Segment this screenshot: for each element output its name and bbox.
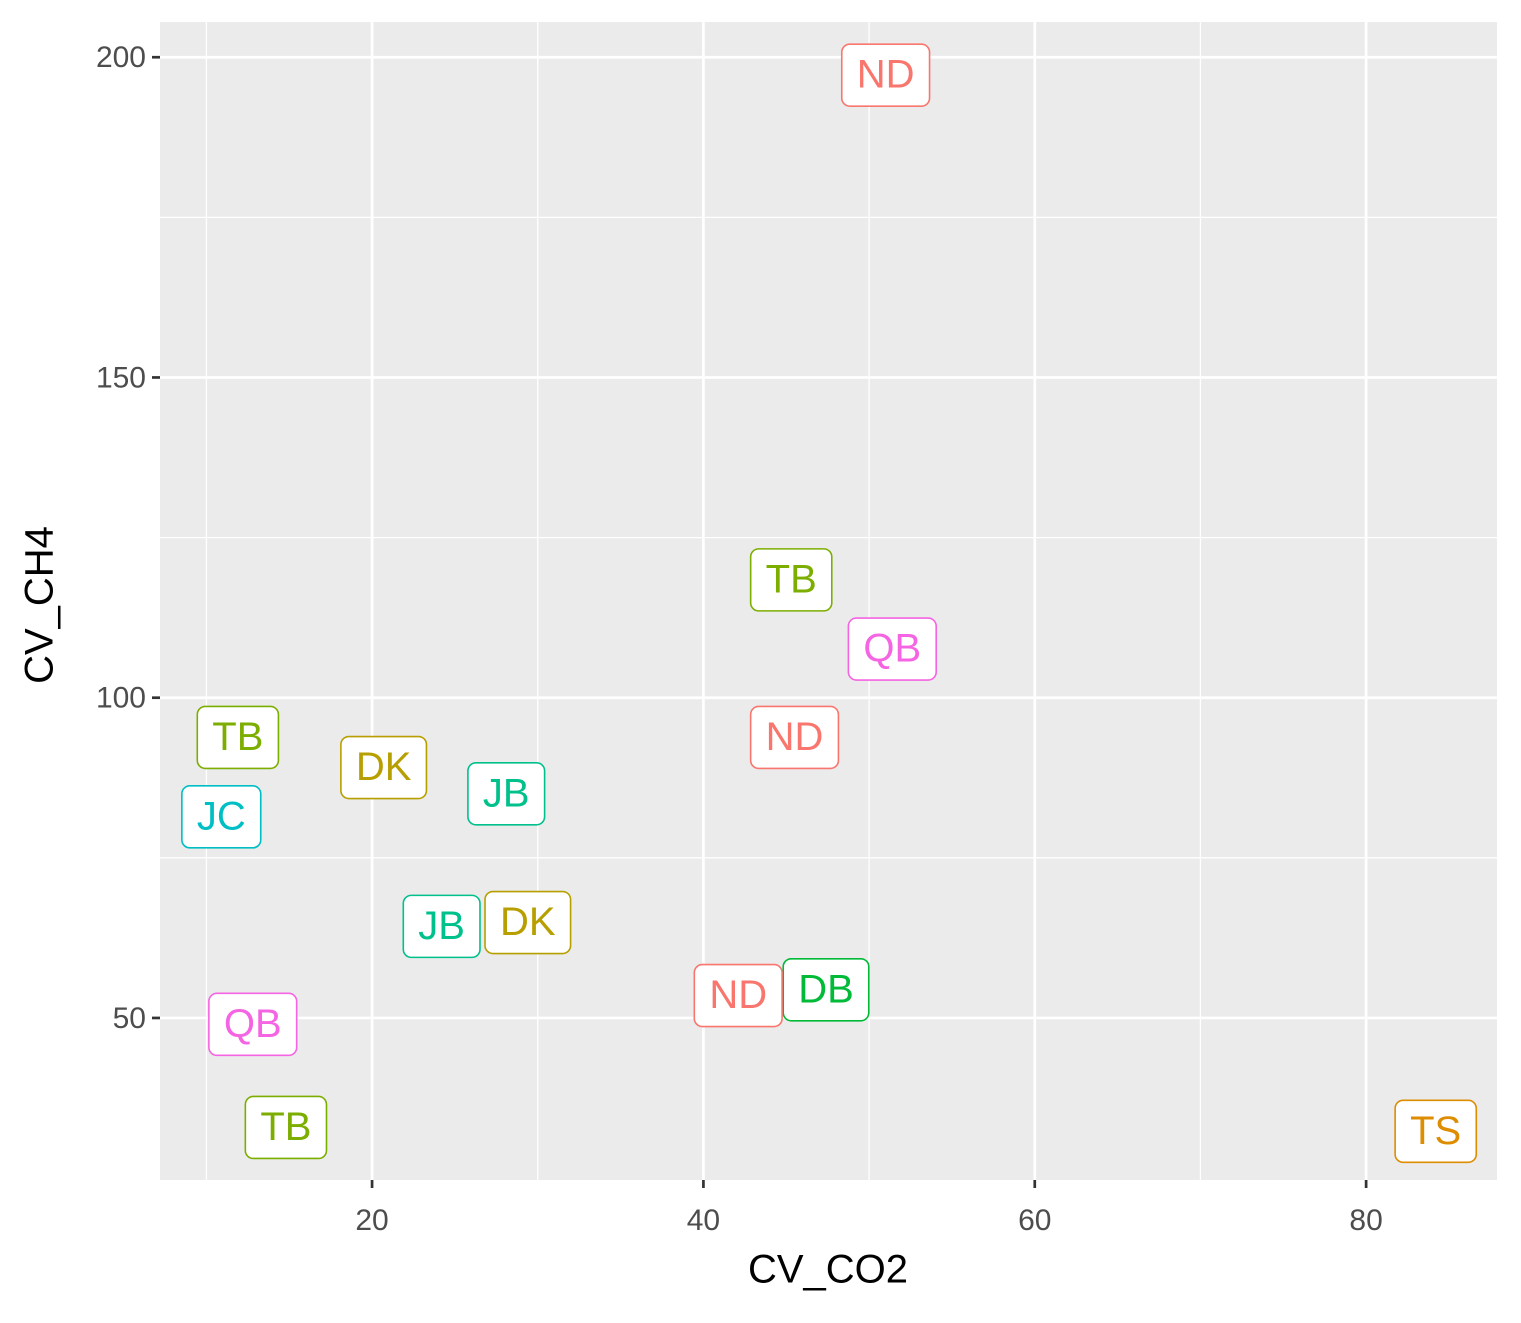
point-label: ND <box>709 973 767 1017</box>
label-box <box>847 617 937 681</box>
point-label: ND <box>857 53 915 97</box>
point-label: TB <box>766 557 817 601</box>
label-box <box>208 992 298 1057</box>
x-tick-label: 40 <box>687 1204 720 1237</box>
point-label: QB <box>863 627 921 671</box>
point-label: DK <box>500 900 556 944</box>
label-box <box>181 785 262 849</box>
label-box <box>244 1095 328 1160</box>
y-axis-title: CV_CH4 <box>18 526 62 684</box>
label-box <box>693 963 783 1028</box>
x-tick-label: 60 <box>1018 1204 1051 1237</box>
point-label: JB <box>418 904 465 948</box>
label-box <box>749 705 840 770</box>
label-box <box>782 957 870 1022</box>
label-box <box>402 894 481 959</box>
x-tick-label: 20 <box>355 1204 388 1237</box>
label-box <box>467 761 546 826</box>
label-box <box>840 43 931 107</box>
label-box <box>1394 1099 1478 1164</box>
point-label: QB <box>224 1002 282 1046</box>
y-tick-label: 100 <box>96 682 146 715</box>
point-label: TB <box>212 715 263 759</box>
x-axis-title: CV_CO2 <box>748 1248 908 1292</box>
label-box <box>484 890 572 955</box>
label-box <box>196 705 280 770</box>
point-label: ND <box>766 715 824 759</box>
y-tick-label: 150 <box>96 361 146 394</box>
point-label: JC <box>197 794 246 838</box>
point-label: TB <box>260 1105 311 1149</box>
y-tick-label: 50 <box>113 1002 146 1035</box>
label-box <box>749 548 833 612</box>
point-label: DK <box>356 745 412 789</box>
label-box <box>340 735 428 800</box>
point-label: JB <box>483 771 530 815</box>
y-tick-label: 200 <box>96 41 146 74</box>
point-label: TS <box>1410 1109 1461 1153</box>
x-tick-label: 80 <box>1349 1204 1382 1237</box>
point-label: DB <box>798 967 854 1011</box>
